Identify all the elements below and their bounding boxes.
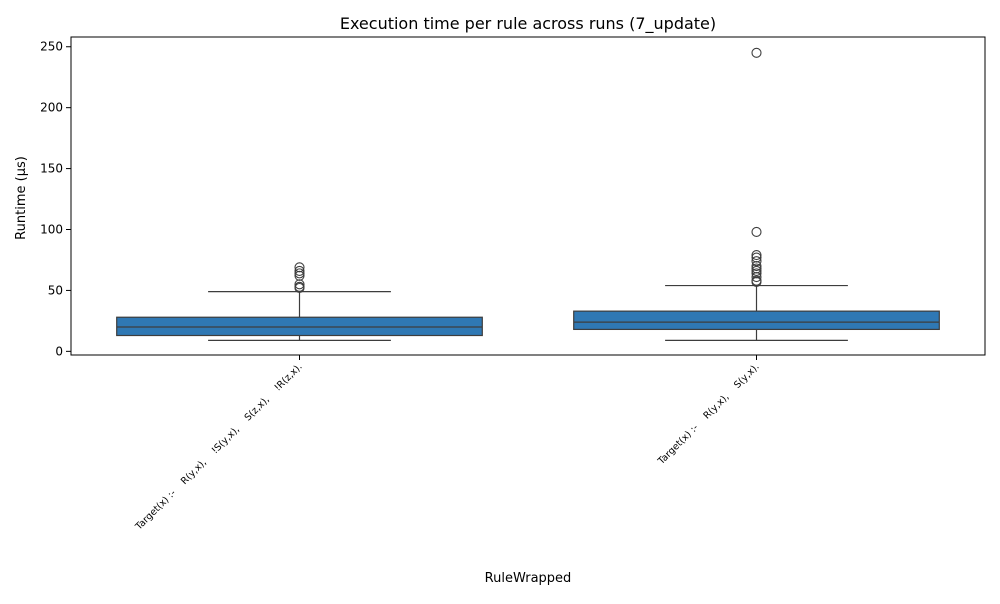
y-axis-label: Runtime (µs) — [14, 156, 29, 240]
y-tick-label: 150 — [40, 162, 63, 176]
outlier-point — [751, 275, 762, 286]
y-tick-label: 250 — [40, 40, 63, 54]
y-tick-label: 0 — [55, 344, 63, 358]
iqr-box — [573, 310, 940, 331]
outlier-point — [751, 250, 762, 261]
iqr-box — [116, 316, 483, 337]
plot-frame — [70, 36, 986, 356]
outlier-point — [751, 252, 762, 263]
y-tick-label: 100 — [40, 223, 63, 237]
outlier-point — [751, 226, 762, 237]
outlier-point — [751, 265, 762, 276]
outlier-point — [294, 268, 305, 279]
plot-area: 0 50 100 150 200 250 Target(x) :- R(y,x), !S(y… — [40, 40, 940, 533]
y-tick-label: 200 — [40, 101, 63, 115]
x-tick-label: Target(x) :- R(y,x), S(y,x). — [655, 361, 761, 467]
outlier-point — [751, 268, 762, 279]
outlier-point — [294, 265, 305, 276]
y-tick-label: 50 — [48, 283, 63, 297]
x-axis-label: RuleWrapped — [485, 571, 572, 586]
outlier-point — [294, 281, 305, 292]
outlier-point — [751, 256, 762, 267]
chart-title: Execution time per rule across runs (7_u… — [340, 14, 716, 34]
outlier-point — [294, 262, 305, 273]
x-tick-label: Target(x) :- R(y,x), !S(y,x), S(z,x), !R… — [133, 361, 305, 533]
outlier-point — [751, 47, 762, 58]
outlier-point — [751, 263, 762, 274]
